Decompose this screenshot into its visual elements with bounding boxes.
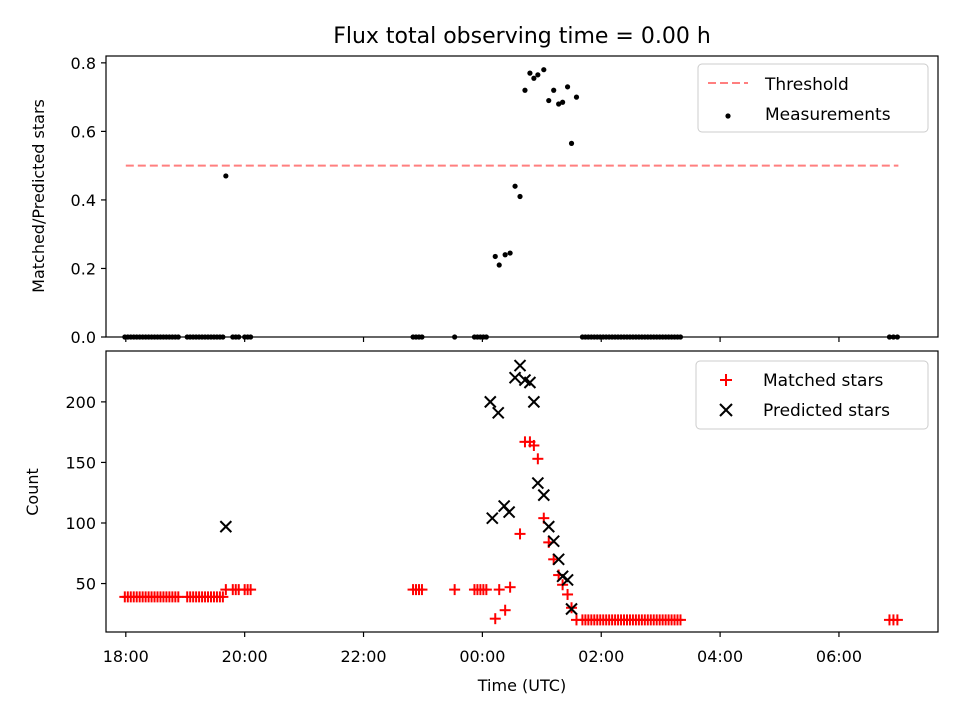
legend-measurements-label: Measurements xyxy=(765,105,891,125)
bottom-x-ticks: 18:00 20:00 22:00 00:00 02:00 04:00 06:00 xyxy=(103,632,862,666)
measurement-point xyxy=(535,72,541,78)
predicted-star-point xyxy=(531,476,545,490)
top-plot-frame xyxy=(105,55,939,338)
bottom-x-tick-label: 00:00 xyxy=(459,647,505,666)
bottom-y-tick-label: 200 xyxy=(65,393,96,412)
bottom-panel: Count Time (UTC) 50 100 150 200 18:00 20:00 2… xyxy=(23,350,939,695)
measurement-point xyxy=(223,173,229,179)
matched-star-point xyxy=(449,584,461,596)
measurement-point xyxy=(551,87,557,93)
measurement-point xyxy=(541,67,547,73)
measurement-point xyxy=(546,97,552,104)
bottom-y-tick-label: 50 xyxy=(76,575,96,594)
predicted-star-point xyxy=(486,511,499,525)
measurement-point xyxy=(564,84,571,90)
matched-star-point xyxy=(504,581,516,593)
bottom-y-tick-label: 150 xyxy=(65,453,96,472)
top-chart-title: Flux total observing time = 0.00 h xyxy=(333,24,711,49)
matched-star-point xyxy=(217,591,229,603)
measurement-point xyxy=(556,101,562,107)
matched-star-point xyxy=(528,439,540,451)
bottom-y-ticks: 50 100 150 200 xyxy=(65,393,106,594)
legend-predicted-label: Predicted stars xyxy=(763,401,890,421)
bottom-x-tick-label: 18:00 xyxy=(103,647,149,666)
legend-matched-swatch xyxy=(720,374,732,386)
measurement-point xyxy=(492,253,498,260)
predicted-star-point xyxy=(537,488,550,502)
matched-star-point xyxy=(891,614,903,626)
measurement-point xyxy=(496,262,502,268)
predicted-star-point xyxy=(527,395,541,409)
predicted-star-point xyxy=(552,553,565,566)
top-legend: Threshold Measurements xyxy=(697,63,929,133)
matched-star-point xyxy=(532,453,544,465)
bottom-x-tick-label: 04:00 xyxy=(697,647,743,666)
predicted-star-point xyxy=(565,602,578,616)
bottom-x-tick-label: 20:00 xyxy=(222,647,268,666)
predicted-star-point xyxy=(219,520,233,533)
measurement-point xyxy=(560,99,566,105)
measurement-point xyxy=(573,94,580,100)
bottom-y-axis-label: Count xyxy=(23,468,42,516)
matched-star-point xyxy=(480,584,492,596)
matched-star-point xyxy=(245,584,257,596)
bottom-x-axis-label: Time (UTC) xyxy=(477,676,566,695)
top-y-tick-label: 0.8 xyxy=(71,54,96,73)
predicted-star-point xyxy=(523,376,537,389)
predicted-star-point xyxy=(484,395,497,409)
bottom-predicted-series xyxy=(219,359,578,616)
legend-predicted-swatch xyxy=(719,403,733,417)
predicted-star-point xyxy=(492,406,505,419)
measurement-point xyxy=(517,193,523,200)
matched-star-point xyxy=(514,528,526,540)
predicted-star-point xyxy=(508,371,522,384)
bottom-x-tick-label: 06:00 xyxy=(816,647,862,666)
measurement-point xyxy=(531,75,537,81)
top-y-tick-label: 0.4 xyxy=(71,191,96,210)
top-panel: Flux total observing time = 0.00 h Match… xyxy=(29,24,939,347)
predicted-star-point xyxy=(513,359,527,372)
matched-star-point xyxy=(489,613,501,625)
top-y-tick-label: 0.0 xyxy=(71,328,96,347)
predicted-star-point xyxy=(542,520,555,533)
bottom-legend-box xyxy=(695,360,929,430)
bottom-legend: Matched stars Predicted stars xyxy=(695,360,929,430)
bottom-x-tick-label: 22:00 xyxy=(340,647,386,666)
bottom-y-tick-label: 100 xyxy=(65,514,96,533)
top-y-tick-label: 0.2 xyxy=(71,259,96,278)
top-y-tick-label: 0.6 xyxy=(71,122,96,141)
measurement-point xyxy=(502,252,508,258)
matched-star-point xyxy=(416,584,428,596)
predicted-star-point xyxy=(502,505,516,519)
bottom-plot-frame xyxy=(105,350,939,633)
bottom-matched-series xyxy=(119,436,903,626)
legend-threshold-label: Threshold xyxy=(764,75,849,95)
top-legend-box xyxy=(697,63,929,133)
legend-matched-label: Matched stars xyxy=(763,371,883,391)
measurement-point xyxy=(522,87,528,93)
matched-star-point xyxy=(562,588,574,600)
top-y-axis-label: Matched/Predicted stars xyxy=(29,99,48,293)
measurement-point xyxy=(568,140,575,146)
matched-star-point xyxy=(674,614,686,626)
top-y-ticks: 0.0 0.2 0.4 0.6 0.8 xyxy=(71,54,106,347)
matched-star-point xyxy=(499,604,511,616)
matched-star-point xyxy=(493,584,505,596)
bottom-x-tick-label: 02:00 xyxy=(578,647,624,666)
measurement-point xyxy=(527,70,533,76)
predicted-star-point xyxy=(561,573,574,587)
measurement-point xyxy=(507,250,513,256)
legend-measurements-swatch xyxy=(725,113,731,119)
predicted-star-point xyxy=(547,534,560,548)
measurement-point xyxy=(512,183,518,189)
